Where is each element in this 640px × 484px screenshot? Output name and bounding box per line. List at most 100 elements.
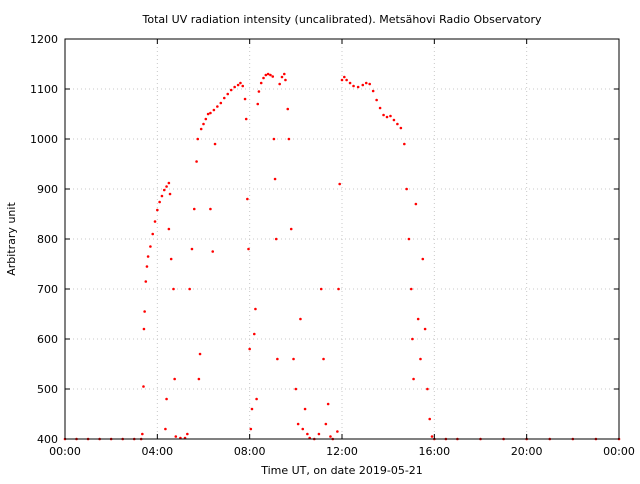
data-point — [198, 352, 202, 356]
data-point — [142, 327, 146, 331]
data-point — [378, 106, 382, 110]
data-point — [149, 245, 152, 248]
data-point — [143, 310, 146, 313]
data-point — [257, 90, 261, 93]
data-point — [419, 357, 422, 361]
data-point — [172, 287, 175, 291]
data-point — [294, 387, 298, 391]
y-axis-label: Arbitrary unit — [5, 202, 18, 276]
data-point — [301, 427, 305, 431]
data-point — [229, 88, 233, 92]
data-point — [426, 387, 429, 391]
data-point — [271, 75, 275, 78]
data-point — [317, 432, 321, 436]
data-point — [428, 417, 432, 421]
y-tick-label: 1200 — [30, 33, 58, 46]
data-point — [243, 97, 247, 101]
data-point — [287, 137, 291, 141]
data-point — [392, 118, 396, 122]
data-point — [337, 287, 340, 291]
data-point — [246, 197, 249, 201]
data-point — [371, 89, 375, 93]
data-point — [145, 265, 149, 268]
data-point — [244, 117, 248, 121]
data-point — [382, 113, 385, 117]
data-point — [146, 255, 150, 258]
data-point — [421, 257, 425, 261]
data-point — [206, 112, 210, 116]
data-point — [204, 117, 208, 121]
data-point — [286, 107, 290, 111]
data-point — [412, 377, 415, 381]
data-point — [141, 432, 144, 436]
data-point — [212, 108, 216, 112]
data-point — [368, 82, 372, 86]
data-point — [340, 78, 344, 82]
data-point — [273, 177, 277, 181]
data-point — [254, 307, 257, 311]
data-point — [247, 247, 250, 251]
data-point — [236, 83, 240, 87]
data-point — [162, 188, 166, 192]
data-point — [284, 78, 287, 82]
y-tick-label: 400 — [37, 433, 58, 446]
data-point — [167, 181, 171, 185]
data-point — [396, 122, 399, 126]
y-tick-label: 500 — [37, 383, 58, 396]
data-point — [252, 332, 256, 336]
data-point — [219, 101, 223, 105]
data-point — [409, 287, 413, 291]
y-tick-label: 700 — [37, 283, 58, 296]
data-point — [364, 81, 368, 85]
data-point — [414, 202, 418, 206]
data-point — [336, 430, 339, 433]
data-point — [289, 227, 293, 231]
data-point — [209, 207, 212, 211]
data-point — [169, 257, 173, 261]
data-point — [262, 76, 265, 80]
data-point — [322, 357, 325, 361]
data-point — [167, 227, 171, 231]
y-tick-label: 1000 — [30, 133, 58, 146]
data-point — [196, 137, 200, 141]
data-point — [324, 422, 328, 426]
x-tick-label: 00:00 — [603, 445, 635, 458]
data-point — [144, 280, 148, 283]
data-point — [299, 317, 302, 321]
data-point — [216, 105, 219, 108]
ticks: 400 500 600 700 800 900 1000 1100 1200 00:00 04:00… — [30, 33, 635, 458]
data-point — [375, 98, 378, 102]
y-tick-label: 900 — [37, 183, 58, 196]
data-point — [407, 237, 411, 241]
data-point — [158, 200, 161, 204]
data-point — [352, 84, 355, 88]
y-tick-label: 800 — [37, 233, 58, 246]
data-point — [416, 317, 420, 321]
data-point — [303, 407, 307, 411]
data-point — [296, 422, 300, 426]
data-point — [199, 127, 203, 131]
data-point — [174, 435, 178, 438]
data-point — [329, 435, 332, 438]
data-point — [385, 115, 389, 119]
data-point — [274, 237, 278, 241]
data-point — [259, 81, 263, 85]
data-point — [423, 327, 427, 331]
x-tick-label: 00:00 — [49, 445, 81, 458]
data-point — [165, 397, 168, 401]
data-point — [319, 287, 323, 291]
data-point — [250, 407, 254, 411]
data-point — [164, 427, 167, 431]
data-point — [202, 122, 205, 126]
data-point — [389, 114, 392, 118]
data-point — [280, 75, 284, 79]
data-point — [278, 82, 281, 86]
data-point — [256, 102, 260, 106]
data-point — [356, 85, 360, 89]
data-point — [266, 72, 270, 76]
data-point — [173, 377, 176, 381]
data-point — [276, 357, 279, 361]
data-point — [153, 220, 157, 223]
